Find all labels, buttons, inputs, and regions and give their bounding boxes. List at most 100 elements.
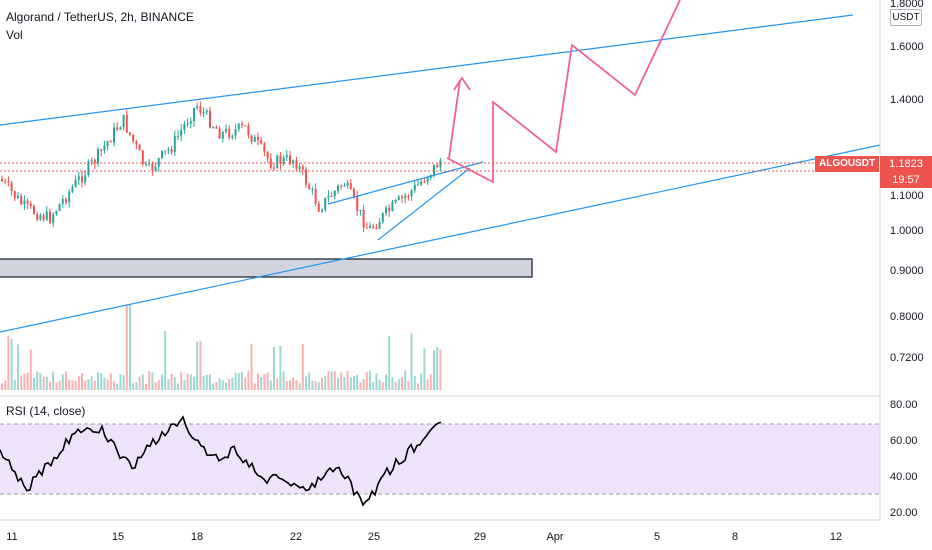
volume-bar: [202, 376, 205, 390]
candle-body: [167, 149, 170, 151]
candle-body: [311, 188, 314, 190]
volume-bar: [327, 371, 330, 390]
candle-body: [420, 181, 423, 185]
time-axis[interactable]: 11 15 18 22 25 29 Apr 5 8 12: [6, 531, 842, 543]
candle-body: [116, 127, 119, 130]
volume-bar: [170, 373, 173, 390]
candle-body: [55, 210, 58, 215]
volume-bar: [237, 372, 240, 390]
candle-body: [385, 207, 387, 214]
candle-body: [231, 135, 234, 138]
volume-bar: [439, 349, 442, 390]
price-tick-label: 1.4000: [890, 94, 924, 106]
volume-bar: [301, 344, 304, 390]
time-tick-label: Apr: [546, 531, 563, 543]
candle-body: [61, 199, 64, 204]
candle-body: [298, 166, 301, 169]
candle-body: [388, 207, 391, 212]
candle-body: [247, 125, 250, 136]
volume-bar: [49, 381, 51, 390]
volume-bar: [161, 374, 163, 390]
volume-bar: [39, 372, 42, 390]
price-tick-label: 0.7200: [890, 352, 924, 364]
candle-body: [36, 214, 39, 220]
lower-channel-line[interactable]: [0, 144, 881, 333]
volume-bar: [157, 379, 160, 390]
wedge-upper-line[interactable]: [327, 161, 484, 205]
volume-bar: [199, 341, 202, 390]
candle-body: [26, 200, 29, 204]
volume-bar: [183, 380, 186, 390]
candle-body: [407, 196, 410, 198]
candle-body: [426, 177, 429, 183]
volume-bar: [125, 305, 128, 390]
volume-bar: [29, 349, 32, 390]
candle-body: [301, 166, 304, 170]
candle-body: [260, 140, 263, 144]
support-zone-box[interactable]: [0, 258, 533, 278]
candle-body: [417, 184, 419, 186]
candles: [1, 101, 442, 233]
volume-bar: [330, 371, 333, 390]
candle-body: [394, 199, 397, 203]
volume-bar: [84, 380, 87, 390]
projection-path[interactable]: [446, 0, 681, 184]
volume-bar: [375, 373, 378, 390]
volume-bar: [90, 376, 93, 390]
projection-arrow-shaft[interactable]: [448, 79, 461, 159]
volume-bar: [61, 374, 64, 390]
candle-body: [199, 106, 202, 113]
candle-body: [292, 160, 295, 164]
candle-body: [378, 222, 381, 229]
price-tick-label: 0.8000: [890, 311, 924, 323]
candle-body: [372, 225, 375, 228]
rsi-axis[interactable]: 80.00 60.00 40.00 20.00: [890, 399, 918, 519]
candle-body: [289, 155, 291, 164]
candle-body: [343, 185, 346, 187]
candle-body: [391, 202, 394, 212]
volume-bar: [135, 382, 138, 390]
volume-bar: [257, 373, 259, 390]
volume-bar: [343, 376, 346, 390]
trend-drawings[interactable]: [0, 0, 881, 333]
volume-bar: [311, 380, 314, 390]
candle-body: [218, 128, 221, 139]
volume-bar: [151, 372, 154, 390]
price-tick-label: 1.8000: [890, 0, 924, 10]
candle-body: [333, 190, 336, 197]
candle-body: [71, 186, 74, 192]
candle-body: [29, 203, 32, 206]
volume-bar: [260, 377, 263, 390]
wedge-lower-line[interactable]: [377, 167, 471, 241]
volume-bar: [317, 382, 320, 390]
volume-bar: [180, 372, 183, 390]
volume-bar: [93, 380, 96, 390]
volume-bar: [436, 346, 439, 390]
volume-bar: [116, 383, 119, 390]
volume-bar: [132, 383, 135, 390]
volume-bar: [404, 370, 407, 390]
candle-body: [10, 182, 13, 192]
candle-body: [433, 164, 435, 175]
time-tick-label: 25: [368, 531, 380, 543]
volume-bar: [292, 377, 295, 390]
candle-body: [253, 136, 256, 142]
rsi-tick-label: 40.00: [890, 471, 918, 483]
volume-bar: [209, 374, 211, 390]
time-tick-label: 8: [732, 531, 738, 543]
upper-channel-line[interactable]: [0, 14, 854, 126]
candle-body: [401, 196, 403, 199]
projection-arrow-head[interactable]: [453, 76, 471, 91]
candle-body: [183, 123, 186, 130]
candle-body: [257, 136, 259, 141]
volume-bar: [119, 374, 122, 390]
symbol-price-flag: ALGOUSDT: [815, 156, 880, 172]
volume-bar: [129, 305, 131, 390]
volume-bar: [231, 377, 234, 390]
currency-badge[interactable]: USDT: [890, 9, 922, 26]
volume-bar: [58, 380, 61, 390]
candle-body: [250, 135, 253, 142]
time-tick-label: 12: [830, 531, 842, 543]
candle-body: [225, 128, 227, 132]
